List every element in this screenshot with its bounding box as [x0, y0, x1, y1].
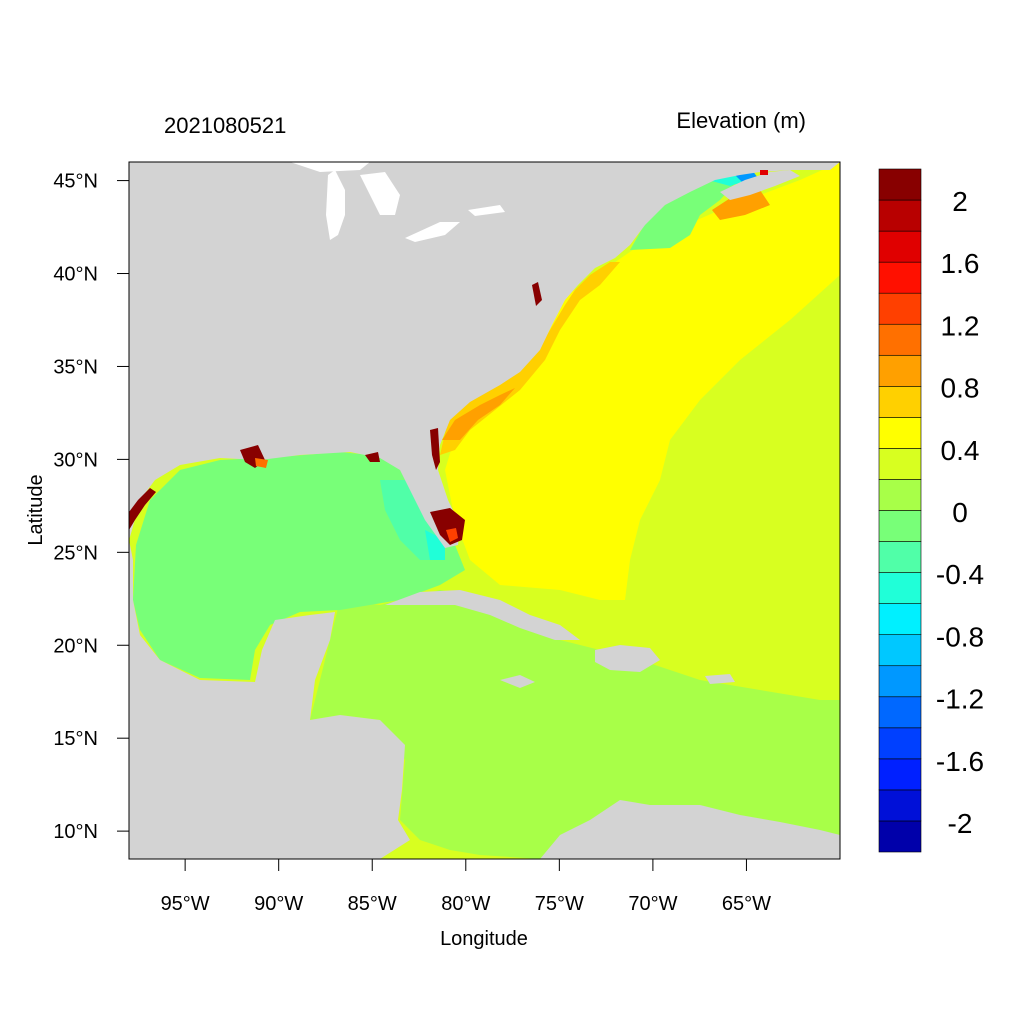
- y-tick-label: 10°N: [53, 821, 98, 843]
- surge-texas: [129, 488, 156, 530]
- colorbar-swatch: [878, 323, 922, 356]
- colorbar-swatch: [878, 230, 922, 263]
- colorbar-swatch: [878, 199, 922, 232]
- surge-chesapeake: [532, 282, 542, 306]
- colorbar-label: -1.2: [936, 684, 984, 715]
- surge-nova-scotia-tip: [760, 170, 768, 175]
- date-label: 2021080521: [164, 113, 286, 138]
- y-axis-title: Latitude: [25, 474, 47, 545]
- x-tick-label: 65°W: [722, 893, 771, 915]
- colorbar-swatch: [878, 820, 922, 853]
- plot-frame: [128, 161, 841, 860]
- colorbar-labels: 2 1.6 1.2 0.8 0.4 0 -0.4 -0.8 -1.2 -1.6 -2: [936, 186, 984, 839]
- surge-south-florida-core: [446, 528, 458, 542]
- land-north-america: [129, 162, 840, 548]
- colorbar-swatch: [878, 758, 922, 791]
- caribbean-sea: [310, 590, 840, 859]
- colorbar-label: -0.4: [936, 559, 984, 590]
- y-tick-label: 20°N: [53, 635, 98, 657]
- y-tick-label: 25°N: [53, 542, 98, 564]
- colorbar-swatch: [878, 789, 922, 822]
- surge-big-bend: [365, 452, 380, 462]
- colorbar-label: 0.8: [941, 373, 980, 404]
- land-south-america: [540, 800, 840, 859]
- colorbar-swatch: [878, 510, 922, 542]
- y-axis-ticks: 45°N 40°N 35°N 30°N 25°N 20°N 15°N 10°N: [53, 171, 129, 843]
- land-jamaica: [500, 675, 535, 688]
- lake-michigan: [326, 170, 345, 240]
- colorbar-swatch: [878, 168, 922, 201]
- colorbar-swatch: [878, 572, 922, 604]
- colorbar-swatch: [878, 292, 922, 325]
- lake-ontario: [468, 205, 505, 216]
- gulf-of-mexico: [133, 452, 465, 680]
- y-tick-label: 40°N: [53, 264, 98, 286]
- colorbar-swatch: [878, 603, 922, 635]
- colorbar-label: 0.4: [941, 435, 980, 466]
- y-tick-label: 45°N: [53, 171, 98, 193]
- x-tick-label: 80°W: [441, 893, 490, 915]
- colorbar-label: 1.2: [941, 310, 980, 341]
- colorbar-swatch: [878, 448, 922, 480]
- lake-superior: [290, 162, 370, 172]
- colorbar-label: -2: [948, 808, 973, 839]
- colorbar-swatch: [878, 261, 922, 294]
- surge-east-florida-coast: [430, 428, 440, 470]
- x-tick-label: 95°W: [161, 893, 210, 915]
- lake-huron: [360, 172, 400, 215]
- lake-erie: [405, 222, 460, 242]
- x-axis-title: Longitude: [440, 928, 528, 950]
- land-hispaniola: [595, 645, 660, 672]
- land-nova-scotia: [720, 170, 800, 200]
- land-puerto-rico: [705, 674, 735, 684]
- colorbar-swatch: [878, 479, 922, 511]
- coastal-surge-carolina: [442, 388, 515, 440]
- colorbar-swatch: [878, 634, 922, 667]
- map-panel: [129, 162, 840, 859]
- surge-louisiana-orange: [255, 458, 268, 468]
- colorbar-label: 0: [952, 497, 968, 528]
- x-axis-ticks: 95°W 90°W 85°W 80°W 75°W 70°W 65°W: [161, 859, 771, 915]
- x-tick-label: 70°W: [628, 893, 677, 915]
- colorbar-swatch: [878, 417, 922, 449]
- colorbar-label: 1.6: [941, 248, 980, 279]
- land-mexico-central-america: [129, 540, 410, 859]
- y-tick-label: 30°N: [53, 449, 98, 471]
- colorbar-swatch: [878, 354, 922, 387]
- colorbar-label: -1.6: [936, 746, 984, 777]
- land-cuba: [385, 590, 580, 640]
- colorbar-label: -0.8: [936, 621, 984, 652]
- y-tick-label: 35°N: [53, 356, 98, 378]
- gulf-of-maine-surge: [712, 190, 770, 220]
- y-tick-label: 15°N: [53, 728, 98, 750]
- colorbar-swatch: [878, 696, 922, 729]
- colorbar-swatch: [878, 665, 922, 698]
- colorbar-swatch: [878, 541, 922, 573]
- colorbar: [878, 168, 922, 853]
- colorbar-swatch: [878, 727, 922, 760]
- x-tick-label: 85°W: [348, 893, 397, 915]
- new-england-waters: [630, 178, 740, 250]
- x-tick-label: 75°W: [535, 893, 584, 915]
- x-tick-label: 90°W: [254, 893, 303, 915]
- variable-label: Elevation (m): [676, 108, 806, 133]
- colorbar-label: 2: [952, 186, 968, 217]
- atlantic-shelf-region: [445, 162, 840, 600]
- colorbar-swatch: [878, 386, 922, 418]
